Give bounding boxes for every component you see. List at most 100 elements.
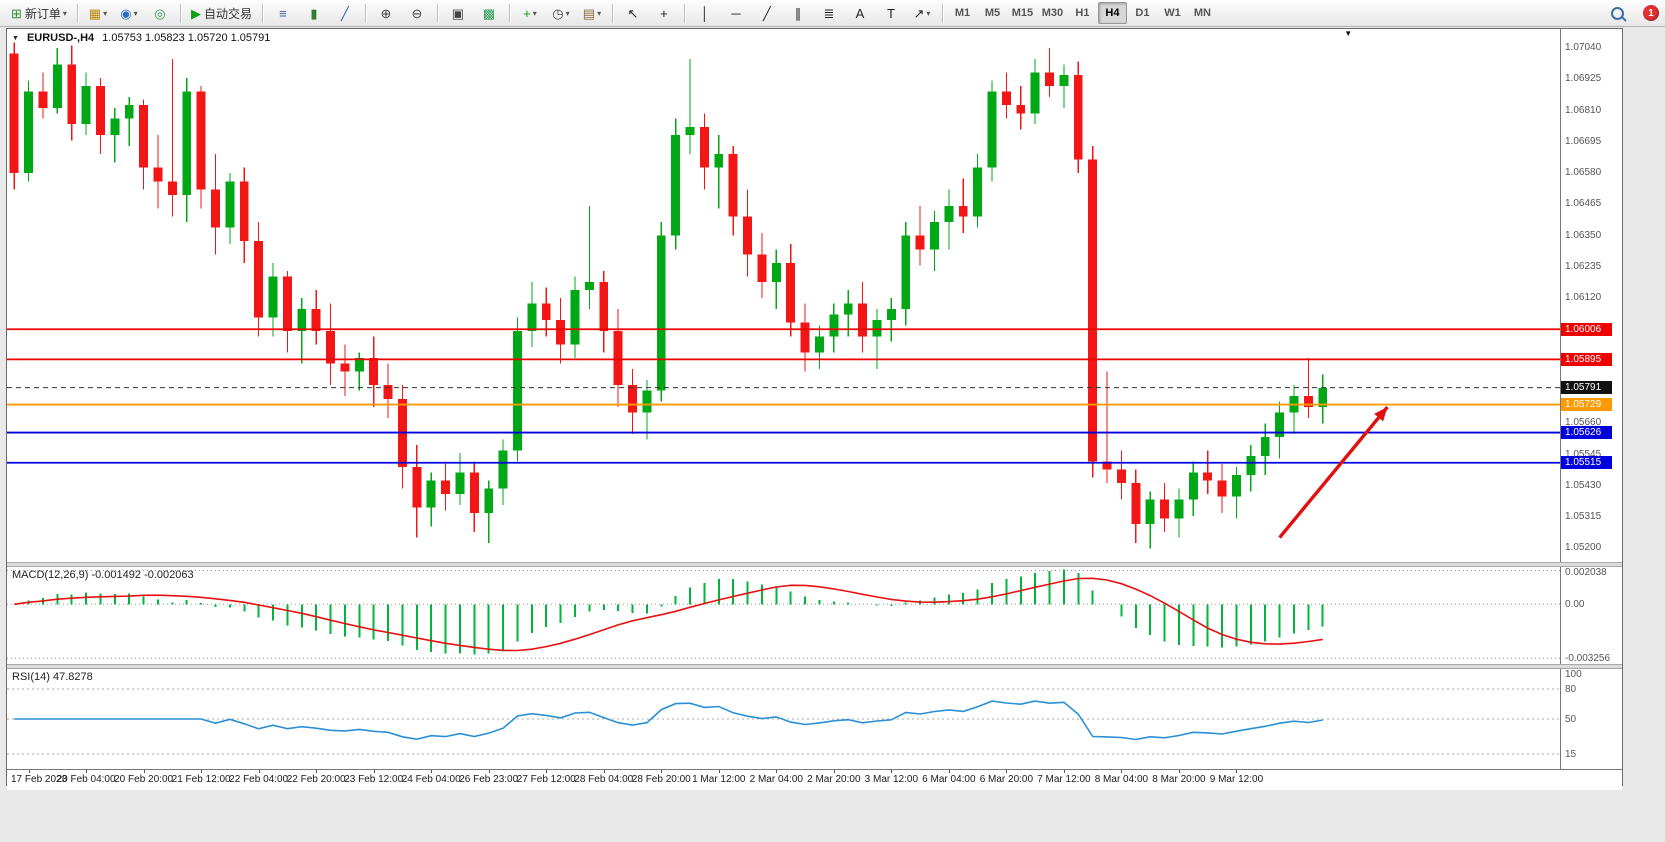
- timeframe-d1-button[interactable]: D1: [1135, 7, 1150, 19]
- collapse-icon[interactable]: ▼: [12, 34, 19, 42]
- time-tick: [1006, 770, 1008, 773]
- fibonacci-icon: ≣: [823, 5, 835, 21]
- toolbar-separator: [364, 3, 366, 23]
- fibonacci-icon[interactable]: ≣: [814, 1, 844, 25]
- time-tick: [201, 770, 203, 773]
- horizontal-line-icon[interactable]: ─: [721, 1, 751, 25]
- timeframe-m5-button[interactable]: M5: [984, 7, 1001, 19]
- timeframe-m30-button[interactable]: M30: [1041, 7, 1064, 19]
- label-icon: T: [886, 5, 895, 21]
- time-axis-label: 3 Mar 12:00: [864, 774, 919, 785]
- macd-axis-label: -0.003256: [1565, 653, 1611, 664]
- vertical-line-icon[interactable]: │: [690, 1, 720, 25]
- rsi-panel[interactable]: RSI(14) 47.8278: [7, 669, 1560, 769]
- time-axis-label: 6 Mar 04:00: [922, 774, 976, 785]
- time-axis-label: 22 Feb 04:00: [229, 774, 289, 785]
- price-badge-1.05626: 1.05626: [1561, 426, 1612, 440]
- toolbar-separator: [179, 3, 181, 23]
- time-tick: [603, 770, 605, 773]
- bars-chart-icon[interactable]: ≡: [268, 1, 298, 25]
- zoom-out-icon[interactable]: ⊖: [402, 1, 432, 25]
- new-chart-icon[interactable]: ▦ ▾: [83, 1, 113, 25]
- rsi-chart[interactable]: [7, 669, 1560, 769]
- timeframe-h4-button[interactable]: H4: [1097, 2, 1127, 24]
- rsi-line: [14, 700, 1323, 741]
- periods-icon[interactable]: ◷ ▾: [546, 1, 576, 25]
- time-tick: [718, 770, 720, 773]
- arrows-icon: ↗: [913, 5, 925, 21]
- market-watch-icon: ◎: [154, 5, 166, 21]
- chart-shift-marker[interactable]: ▼: [1344, 29, 1353, 38]
- macd-panel[interactable]: MACD(12,26,9) -0.001492 -0.002063: [7, 567, 1560, 664]
- cursor-icon[interactable]: ↖: [618, 1, 648, 25]
- candlestick-chart-icon[interactable]: ▮: [299, 1, 329, 25]
- arrows-icon[interactable]: ↗ ▾: [907, 1, 937, 25]
- tile-windows-icon: ▣: [451, 5, 465, 21]
- zoom-out-icon: ⊖: [411, 5, 423, 21]
- trend-arrow[interactable]: [1278, 405, 1389, 539]
- time-tick: [143, 770, 145, 773]
- templates-icon[interactable]: ▤ ▾: [577, 1, 607, 25]
- rsi-axis[interactable]: 100 80 50 15: [1560, 669, 1622, 769]
- timeframe-w1-button[interactable]: W1: [1164, 7, 1181, 19]
- caret-down-icon: ▾: [133, 8, 138, 18]
- caret-down-icon: ▾: [565, 8, 570, 18]
- rsi-axis-label: 50: [1565, 714, 1577, 725]
- indicators-icon[interactable]: + ▾: [515, 1, 545, 25]
- time-axis-label: 1 Mar 12:00: [692, 774, 746, 785]
- macd-histogram: [27, 569, 1324, 655]
- time-tick: [258, 770, 260, 773]
- notification-badge[interactable]: 1: [1643, 5, 1659, 21]
- time-tick: [28, 770, 30, 773]
- search-icon[interactable]: [1602, 1, 1632, 25]
- toolbar-separator: [611, 3, 613, 23]
- trendline-icon[interactable]: ╱: [752, 1, 782, 25]
- price-axis-label: 1.05315: [1565, 511, 1602, 523]
- price-badge-1.05895: 1.05895: [1561, 352, 1612, 366]
- candles-layer: [9, 42, 1328, 549]
- time-axis-label: 28 Feb 20:00: [631, 774, 691, 785]
- toolbar-separator: [261, 3, 263, 23]
- label-icon[interactable]: T: [876, 1, 906, 25]
- vertical-line-icon: │: [700, 5, 710, 21]
- market-watch-icon[interactable]: ◎: [145, 1, 175, 25]
- chart-window[interactable]: ▼ EURUSD-,H4 1.05753 1.05823 1.05720 1.0…: [6, 28, 1623, 790]
- time-axis-label: 23 Feb 12:00: [344, 774, 404, 785]
- price-badge-1.05515: 1.05515: [1561, 456, 1612, 470]
- line-chart-icon: ╱: [341, 5, 349, 21]
- candlestick-chart[interactable]: [7, 29, 1560, 562]
- macd-axis[interactable]: 0.002038 0.00 -0.003256: [1560, 567, 1622, 664]
- panel-splitter[interactable]: [7, 664, 1622, 669]
- timeframe-h1-button[interactable]: H1: [1075, 7, 1090, 19]
- zoom-in-icon[interactable]: ⊕: [371, 1, 401, 25]
- panel-splitter[interactable]: [7, 562, 1622, 567]
- timeframe-mn-button[interactable]: MN: [1193, 7, 1211, 19]
- time-axis[interactable]: 17 Feb 2023 20 Feb 04:00 20 Feb 20:00 21 Fe…: [7, 769, 1622, 790]
- price-axis[interactable]: 1.07040 1.06925 1.06810 1.06695 1.06580 1.064…: [1560, 29, 1622, 562]
- trend-arrow-head[interactable]: [1374, 406, 1388, 422]
- main-chart-plot[interactable]: ▼ EURUSD-,H4 1.05753 1.05823 1.05720 1.0…: [7, 29, 1560, 562]
- channel-icon[interactable]: ∥: [783, 1, 813, 25]
- time-tick: [1063, 770, 1065, 773]
- time-axis-label: 9 Mar 12:00: [1209, 774, 1264, 785]
- line-chart-icon[interactable]: ╱: [330, 1, 360, 25]
- time-axis-label: 22 Feb 20:00: [286, 774, 346, 785]
- timeframe-m15-button[interactable]: M15: [1011, 7, 1034, 19]
- time-axis-label: 20 Feb 04:00: [56, 774, 116, 785]
- crosshair-icon[interactable]: +: [649, 1, 679, 25]
- autotrading-button[interactable]: ▶ 自动交易: [186, 1, 257, 25]
- text-icon: A: [855, 5, 865, 21]
- time-tick: [891, 770, 893, 773]
- time-tick: [431, 770, 433, 773]
- macd-chart[interactable]: [7, 567, 1560, 664]
- timeframe-m1-button[interactable]: M1: [954, 7, 971, 19]
- time-tick: [948, 770, 950, 773]
- cascade-windows-icon[interactable]: ▩: [474, 1, 504, 25]
- time-tick: [316, 770, 318, 773]
- tile-windows-icon[interactable]: ▣: [443, 1, 473, 25]
- profiles-icon[interactable]: ◉ ▾: [114, 1, 144, 25]
- text-icon[interactable]: A: [845, 1, 875, 25]
- toolbar-separator: [76, 3, 78, 23]
- time-axis-label: 2 Mar 04:00: [749, 774, 803, 785]
- new-order-button[interactable]: ⊞ 新订单 ▾: [6, 1, 72, 25]
